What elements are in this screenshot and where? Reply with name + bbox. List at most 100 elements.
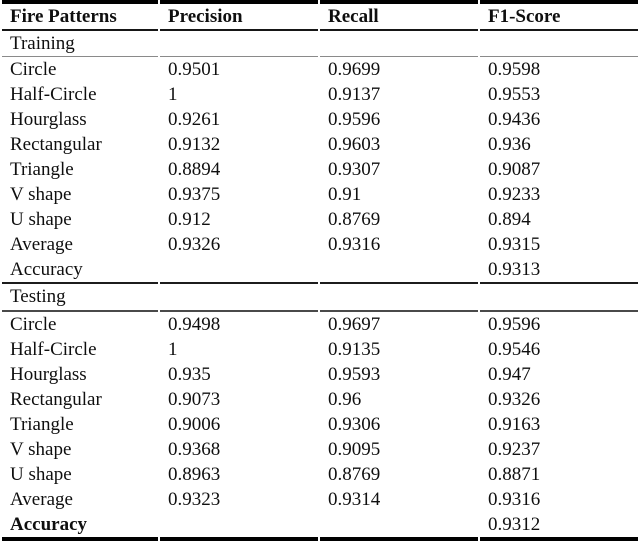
precision-cell: 0.912: [168, 209, 211, 230]
pattern-cell: Half-Circle: [10, 84, 97, 105]
precision-cell: 0.935: [168, 364, 211, 385]
precision-cell: 0.9323: [168, 489, 221, 510]
pattern-cell: Accuracy: [2, 512, 158, 541]
col-header-fire-patterns: Fire Patterns: [2, 0, 158, 31]
table-row-training-rectangular: Rectangular 0.9132 0.9603 0.936: [2, 132, 638, 157]
precision-cell: 0.9132: [168, 134, 221, 155]
f1-cell: 0.9163: [488, 414, 541, 435]
table-row-testing-rectangular: Rectangular 0.9073 0.96 0.9326: [2, 387, 638, 412]
f1-cell: 0.9596: [488, 314, 541, 335]
recall-cell: 0.9699: [328, 59, 381, 80]
table-row-testing-v-shape: V shape 0.9368 0.9095 0.9237: [2, 437, 638, 462]
recall-cell: 0.9095: [328, 439, 381, 460]
precision-cell: [160, 512, 318, 541]
f1-cell: 0.9553: [488, 84, 541, 105]
pattern-cell: Average: [10, 234, 73, 255]
f1-cell: 0.9316: [488, 489, 541, 510]
precision-cell: 0.8963: [168, 464, 221, 485]
recall-cell: 0.91: [328, 184, 362, 205]
precision-cell: 0.9375: [168, 184, 221, 205]
table-header-row: Fire Patterns Precision Recall F1-Score: [2, 0, 638, 31]
f1-cell: 0.947: [488, 364, 531, 385]
recall-cell: 0.9593: [328, 364, 381, 385]
col-header-precision: Precision: [160, 0, 318, 31]
table-row-training-circle: Circle 0.9501 0.9699 0.9598: [2, 57, 638, 82]
pattern-cell: Circle: [10, 59, 57, 80]
f1-cell: 0.9233: [488, 184, 541, 205]
col-header-f1-score: F1-Score: [480, 0, 638, 31]
pattern-cell: Triangle: [10, 414, 74, 435]
pattern-cell: Accuracy: [2, 257, 158, 284]
precision-cell: 0.8894: [168, 159, 221, 180]
f1-cell: 0.894: [488, 209, 531, 230]
precision-cell: 0.9326: [168, 234, 221, 255]
f1-cell: 0.9546: [488, 339, 541, 360]
table-row-testing-half-circle: Half-Circle 1 0.9135 0.9546: [2, 337, 638, 362]
recall-cell: 0.9314: [328, 489, 381, 510]
pattern-cell: Hourglass: [10, 364, 87, 385]
table-row-training-average: Average 0.9326 0.9316 0.9315: [2, 232, 638, 257]
recall-cell: 0.9306: [328, 414, 381, 435]
table-row-training-v-shape: V shape 0.9375 0.91 0.9233: [2, 182, 638, 207]
precision-cell: 1: [168, 339, 178, 360]
recall-cell: 0.9135: [328, 339, 381, 360]
pattern-cell: Rectangular: [10, 134, 102, 155]
empty-cell: [160, 31, 318, 57]
table-row-testing-hourglass: Hourglass 0.935 0.9593 0.947: [2, 362, 638, 387]
recall-cell: 0.8769: [328, 209, 381, 230]
f1-cell: 0.9312: [480, 512, 638, 541]
precision-cell: [160, 257, 318, 284]
table-row-training-accuracy: Accuracy 0.9313: [2, 257, 638, 284]
section-row-testing: Testing: [2, 284, 638, 312]
pattern-cell: Rectangular: [10, 389, 102, 410]
table-row-testing-circle: Circle 0.9498 0.9697 0.9596: [2, 312, 638, 337]
empty-cell: [160, 284, 318, 312]
recall-cell: 0.9307: [328, 159, 381, 180]
f1-cell: 0.9436: [488, 109, 541, 130]
pattern-cell: Average: [10, 489, 73, 510]
precision-cell: 0.9261: [168, 109, 221, 130]
section-label-testing: Testing: [2, 284, 158, 312]
f1-cell: 0.9326: [488, 389, 541, 410]
recall-cell: 0.9603: [328, 134, 381, 155]
precision-cell: 0.9073: [168, 389, 221, 410]
pattern-cell: U shape: [10, 464, 72, 485]
f1-cell: 0.9313: [480, 257, 638, 284]
table-row-testing-u-shape: U shape 0.8963 0.8769 0.8871: [2, 462, 638, 487]
recall-cell: 0.9596: [328, 109, 381, 130]
empty-cell: [480, 31, 638, 57]
empty-cell: [480, 284, 638, 312]
table-row-testing-average: Average 0.9323 0.9314 0.9316: [2, 487, 638, 512]
table-row-testing-accuracy: Accuracy 0.9312: [2, 512, 638, 541]
precision-cell: 0.9368: [168, 439, 221, 460]
f1-cell: 0.9315: [488, 234, 541, 255]
table-body: Training Circle 0.9501 0.9699 0.9598 Half-Cir…: [2, 31, 638, 541]
recall-cell: 0.9137: [328, 84, 381, 105]
precision-cell: 1: [168, 84, 178, 105]
recall-cell: 0.9316: [328, 234, 381, 255]
f1-cell: 0.9237: [488, 439, 541, 460]
table-row-training-triangle: Triangle 0.8894 0.9307 0.9087: [2, 157, 638, 182]
pattern-cell: V shape: [10, 184, 72, 205]
precision-cell: 0.9501: [168, 59, 221, 80]
empty-cell: [320, 284, 478, 312]
recall-cell: 0.9697: [328, 314, 381, 335]
pattern-cell: Half-Circle: [10, 339, 97, 360]
recall-cell: [320, 512, 478, 541]
col-header-recall: Recall: [320, 0, 478, 31]
recall-cell: 0.96: [328, 389, 362, 410]
section-row-training: Training: [2, 31, 638, 57]
pattern-cell: U shape: [10, 209, 72, 230]
recall-cell: [320, 257, 478, 284]
table-row-training-half-circle: Half-Circle 1 0.9137 0.9553: [2, 82, 638, 107]
empty-cell: [320, 31, 478, 57]
pattern-cell: Circle: [10, 314, 57, 335]
table-row-training-hourglass: Hourglass 0.9261 0.9596 0.9436: [2, 107, 638, 132]
f1-cell: 0.8871: [488, 464, 541, 485]
table-row-testing-triangle: Triangle 0.9006 0.9306 0.9163: [2, 412, 638, 437]
table-row-training-u-shape: U shape 0.912 0.8769 0.894: [2, 207, 638, 232]
pattern-cell: Hourglass: [10, 109, 87, 130]
f1-cell: 0.9598: [488, 59, 541, 80]
pattern-cell: Triangle: [10, 159, 74, 180]
